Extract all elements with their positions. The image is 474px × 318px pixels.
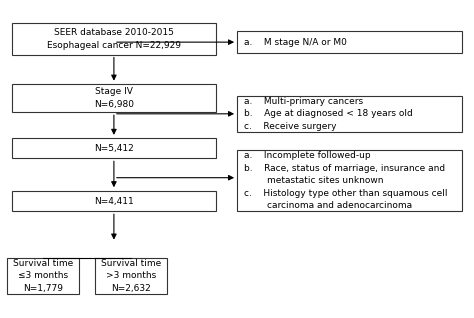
Text: a.    Incomplete followed-up
b.    Race, status of marriage, insurance and
     : a. Incomplete followed-up b. Race, statu…	[244, 151, 447, 210]
Text: N=4,411: N=4,411	[94, 197, 134, 205]
FancyBboxPatch shape	[12, 24, 216, 55]
FancyBboxPatch shape	[12, 191, 216, 211]
Text: Survival time
≤3 months
N=1,779: Survival time ≤3 months N=1,779	[13, 259, 73, 293]
Text: a.    M stage N/A or M0: a. M stage N/A or M0	[244, 38, 347, 47]
Text: Stage IV
N=6,980: Stage IV N=6,980	[94, 87, 134, 109]
FancyBboxPatch shape	[12, 84, 216, 112]
Text: SEER database 2010-2015
Esophageal cancer N=22,929: SEER database 2010-2015 Esophageal cance…	[47, 28, 181, 50]
Text: N=5,412: N=5,412	[94, 144, 134, 153]
FancyBboxPatch shape	[237, 150, 462, 211]
FancyBboxPatch shape	[12, 138, 216, 158]
FancyBboxPatch shape	[7, 258, 79, 294]
FancyBboxPatch shape	[95, 258, 167, 294]
Text: Survival time
>3 months
N=2,632: Survival time >3 months N=2,632	[101, 259, 161, 293]
FancyBboxPatch shape	[237, 31, 462, 53]
FancyBboxPatch shape	[237, 96, 462, 132]
Text: a.    Multi-primary cancers
b.    Age at diagnosed < 18 years old
c.    Receive : a. Multi-primary cancers b. Age at diagn…	[244, 97, 413, 131]
